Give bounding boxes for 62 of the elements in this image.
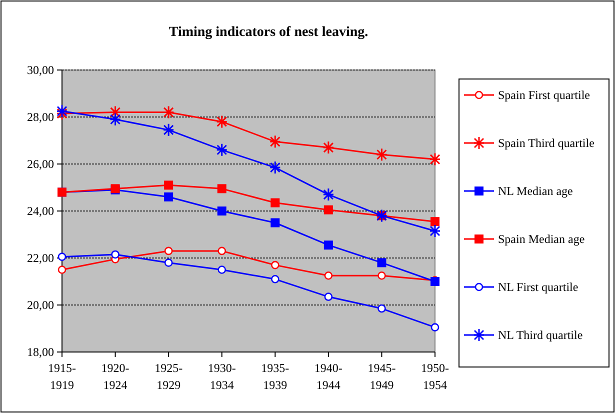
y-tick-label: 20,00 bbox=[27, 298, 54, 312]
point bbox=[162, 106, 174, 120]
point bbox=[270, 218, 280, 228]
x-tick-label: 1915-1919 bbox=[48, 361, 76, 392]
point bbox=[324, 205, 333, 214]
point bbox=[324, 240, 333, 250]
point bbox=[162, 123, 174, 137]
point bbox=[217, 184, 226, 194]
point bbox=[218, 266, 226, 274]
point bbox=[269, 134, 281, 148]
y-tick-label: 24,00 bbox=[27, 204, 54, 218]
point bbox=[270, 275, 280, 284]
point bbox=[216, 114, 228, 128]
y-tick-label: 18,00 bbox=[27, 345, 54, 359]
point bbox=[110, 106, 122, 120]
point bbox=[377, 258, 386, 268]
x-tick-label: 1935-1939 bbox=[261, 361, 290, 392]
point bbox=[164, 180, 174, 190]
point bbox=[164, 192, 174, 202]
x-tick-label: 1945-1949 bbox=[368, 361, 396, 392]
point bbox=[378, 304, 386, 313]
point bbox=[111, 250, 120, 259]
point bbox=[376, 208, 388, 222]
point bbox=[218, 246, 226, 256]
x-tick-label: 1940-1944 bbox=[314, 361, 342, 392]
chart-title: Timing indicators of nest leaving. bbox=[168, 25, 368, 40]
point bbox=[216, 143, 228, 157]
point bbox=[269, 160, 281, 174]
legend-label: NL Third quartile bbox=[498, 328, 583, 342]
x-tick-label: 1920-1924 bbox=[101, 361, 130, 392]
y-tick-label: 28,00 bbox=[27, 110, 54, 124]
x-tick-label: 1930-1934 bbox=[208, 361, 236, 392]
point bbox=[376, 148, 388, 162]
point bbox=[324, 292, 333, 301]
point bbox=[270, 198, 280, 208]
point bbox=[270, 260, 280, 270]
point bbox=[324, 271, 333, 280]
point bbox=[58, 266, 66, 274]
y-tick-label: 30,00 bbox=[27, 63, 54, 77]
point bbox=[56, 106, 68, 120]
legend-label: NL First quartile bbox=[498, 280, 578, 294]
x-tick-label: 1925-1929 bbox=[154, 361, 183, 392]
x-tick-label: 1950-1954 bbox=[421, 361, 449, 392]
point bbox=[430, 217, 440, 226]
point bbox=[110, 112, 122, 126]
point bbox=[378, 271, 386, 280]
legend-label: Spain Third quartile bbox=[498, 136, 594, 150]
y-tick-label: 22,00 bbox=[27, 251, 54, 265]
point bbox=[322, 188, 334, 202]
legend-label: Spain First quartile bbox=[498, 88, 590, 102]
point bbox=[58, 252, 66, 261]
point bbox=[56, 104, 68, 118]
legend-label: NL Median age bbox=[498, 184, 573, 198]
point bbox=[429, 224, 441, 238]
point bbox=[164, 258, 173, 267]
legend-label: Spain Median age bbox=[498, 232, 585, 246]
y-tick-label: 26,00 bbox=[27, 157, 54, 171]
point bbox=[430, 323, 440, 332]
point bbox=[429, 152, 441, 166]
point bbox=[164, 246, 173, 256]
point bbox=[217, 206, 226, 216]
point bbox=[322, 140, 334, 154]
